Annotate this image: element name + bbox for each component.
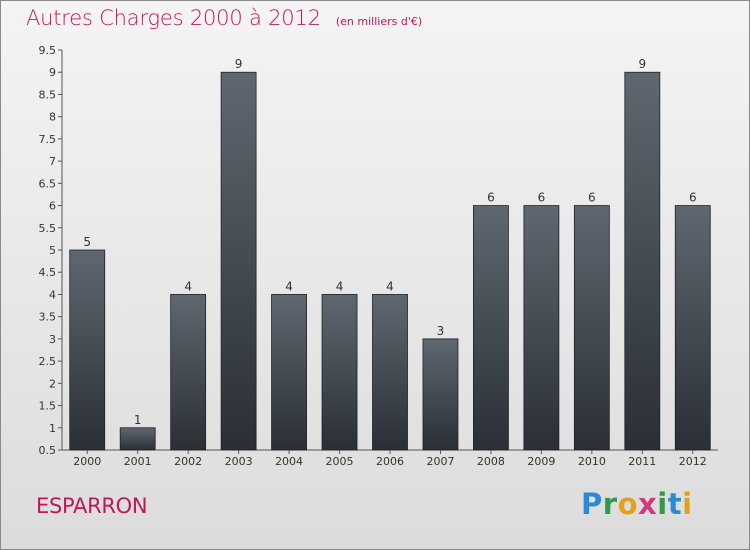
x-tick-label: 2005 xyxy=(326,455,354,468)
y-tick-label: 7 xyxy=(49,155,56,168)
y-tick-label: 3 xyxy=(49,333,56,346)
bar xyxy=(624,71,661,451)
bar-value-label: 4 xyxy=(184,279,192,293)
x-tick-label: 2004 xyxy=(275,455,303,468)
bar-value-label: 3 xyxy=(437,324,445,338)
bar-value-label: 6 xyxy=(588,191,596,205)
y-tick-label: 5 xyxy=(49,244,56,257)
bar xyxy=(321,294,358,451)
logo-letter: i xyxy=(657,487,668,521)
bar-value-label: 4 xyxy=(285,279,293,293)
bar xyxy=(674,205,711,451)
bar xyxy=(220,71,257,451)
y-tick-label: 8.5 xyxy=(39,88,57,101)
y-tick-label: 6.5 xyxy=(39,177,57,190)
bar-value-label: 5 xyxy=(83,235,91,249)
y-tick-label: 9 xyxy=(49,66,56,79)
proxiti-logo: Proxiti xyxy=(581,487,693,521)
x-tick-label: 2010 xyxy=(578,455,606,468)
y-tick-label: 9.5 xyxy=(39,44,57,57)
x-tick-label: 2003 xyxy=(225,455,253,468)
bar xyxy=(523,205,560,451)
bar-value-label: 9 xyxy=(235,57,243,71)
y-tick-label: 8 xyxy=(49,111,56,124)
x-tick-label: 2009 xyxy=(527,455,555,468)
bar-value-label: 1 xyxy=(134,413,142,427)
bar-value-label: 9 xyxy=(638,57,646,71)
bar-value-label: 6 xyxy=(487,191,495,205)
chart-title: Autres Charges 2000 à 2012 xyxy=(26,6,321,30)
chart-header: Autres Charges 2000 à 2012 (en milliers … xyxy=(26,6,422,30)
logo-letter: x xyxy=(638,487,658,521)
bar xyxy=(119,427,156,451)
y-tick-label: 1.5 xyxy=(39,400,57,413)
x-tick-label: 2008 xyxy=(477,455,505,468)
logo-letter: r xyxy=(602,487,618,521)
bar-value-label: 6 xyxy=(538,191,546,205)
y-tick-label: 6 xyxy=(49,200,56,213)
bar xyxy=(422,338,459,451)
logo-letter: t xyxy=(667,487,683,521)
x-tick-label: 2000 xyxy=(73,455,101,468)
y-tick-label: 5.5 xyxy=(39,222,57,235)
y-tick-label: 3.5 xyxy=(39,311,57,324)
x-tick-label: 2007 xyxy=(426,455,454,468)
x-tick-label: 2012 xyxy=(679,455,707,468)
bar-value-label: 4 xyxy=(336,279,344,293)
logo-letter: o xyxy=(617,487,639,521)
bar xyxy=(170,294,207,451)
x-tick-label: 2006 xyxy=(376,455,404,468)
logo-letter: i xyxy=(682,487,693,521)
y-tick-label: 0.5 xyxy=(39,444,57,457)
y-tick-label: 4 xyxy=(49,288,56,301)
chart-subtitle: (en milliers d'€) xyxy=(335,15,423,28)
town-name: ESPARRON xyxy=(36,494,148,518)
bar xyxy=(372,294,408,451)
y-tick-label: 1 xyxy=(49,422,56,435)
bar xyxy=(573,205,610,451)
x-tick-label: 2011 xyxy=(628,455,656,468)
bar-value-label: 6 xyxy=(689,191,697,205)
logo-letter: P xyxy=(581,487,603,521)
y-tick-label: 2.5 xyxy=(39,355,57,368)
bar-value-label: 4 xyxy=(386,279,394,293)
y-tick-label: 7.5 xyxy=(39,133,57,146)
bar xyxy=(473,205,509,451)
x-tick-label: 2001 xyxy=(124,455,152,468)
y-tick-label: 4.5 xyxy=(39,266,57,279)
x-tick-label: 2002 xyxy=(174,455,202,468)
bar xyxy=(69,249,106,451)
y-tick-label: 2 xyxy=(49,377,56,390)
bar xyxy=(271,294,307,451)
